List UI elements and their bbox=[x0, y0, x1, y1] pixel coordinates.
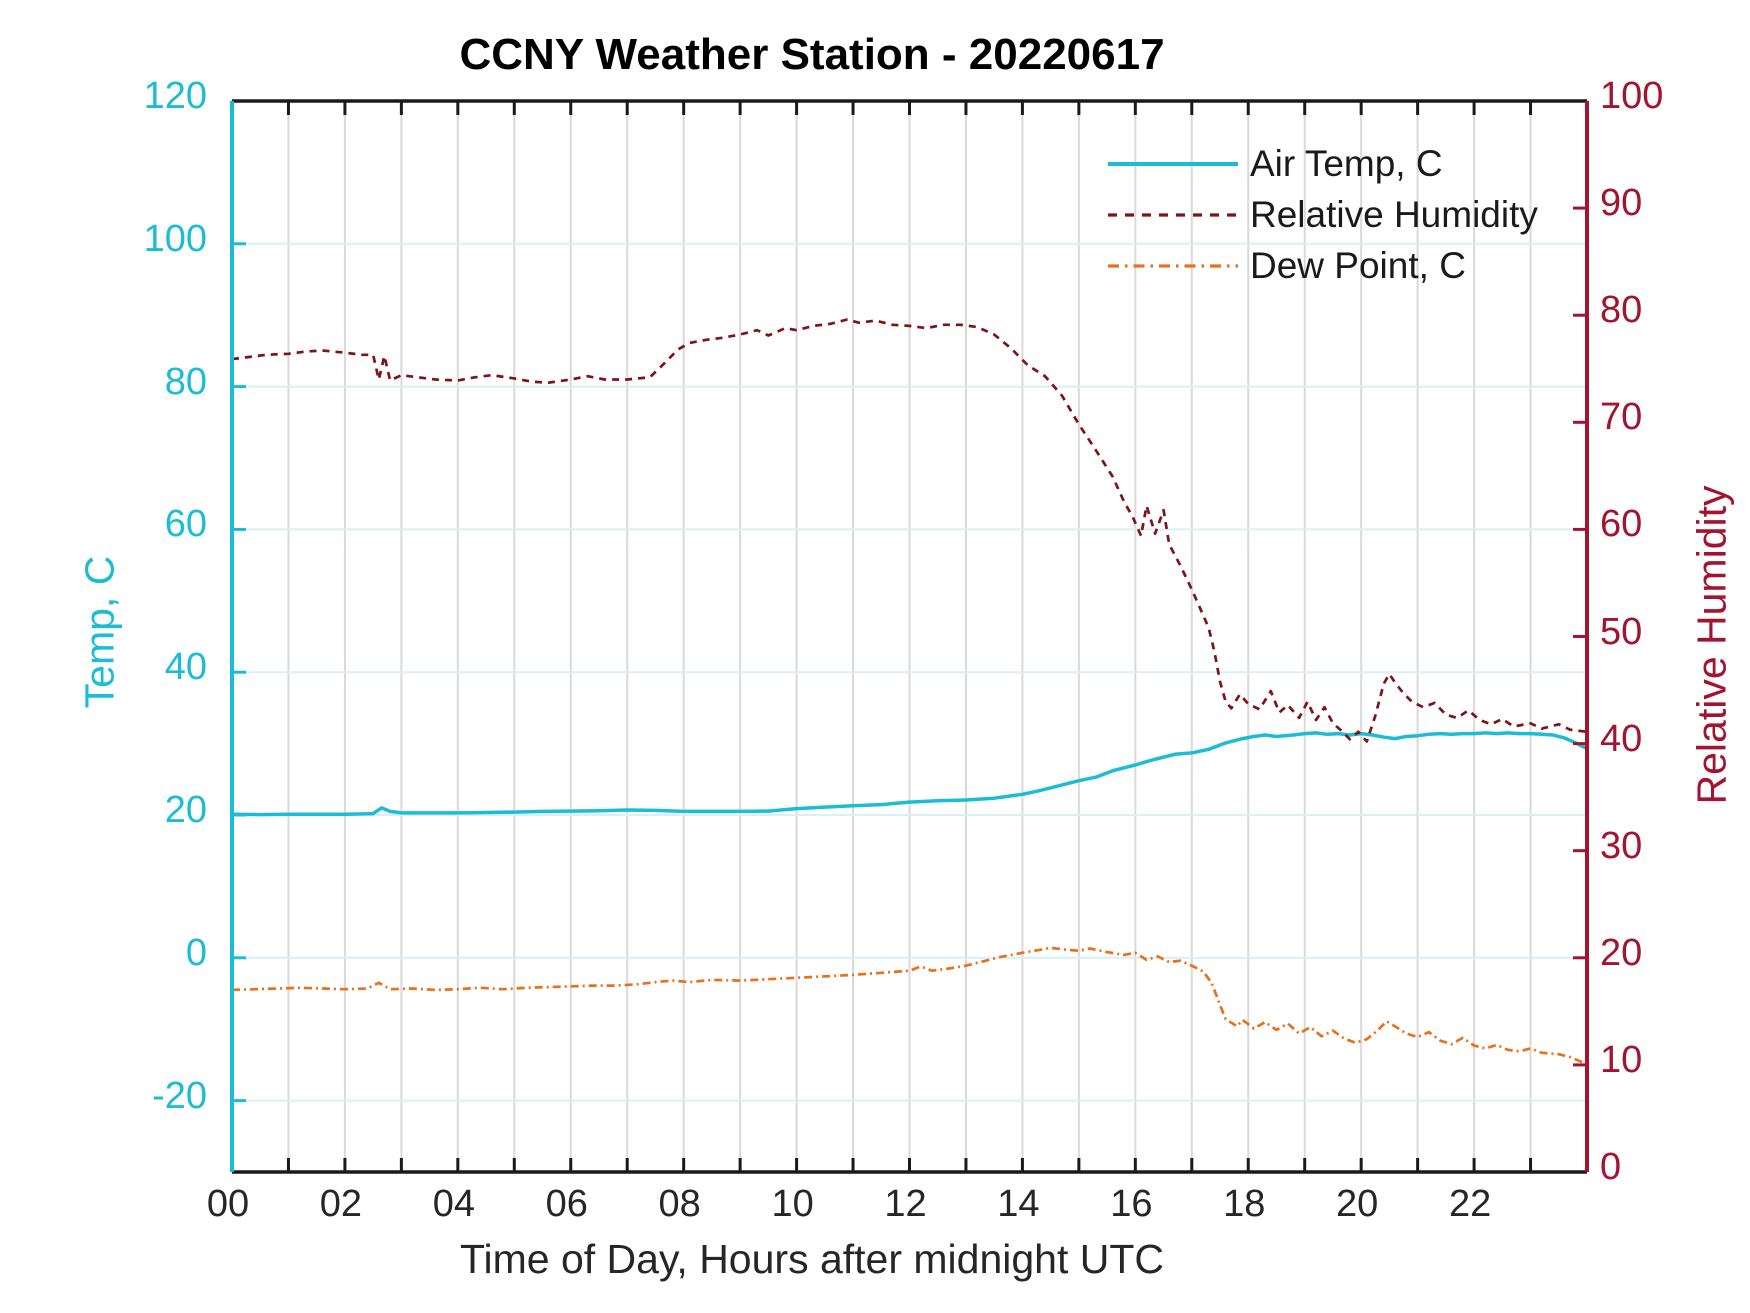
x-tick-label: 14 bbox=[997, 1183, 1040, 1225]
left-tick-label: -20 bbox=[152, 1074, 207, 1117]
right-tick-label: 30 bbox=[1600, 824, 1643, 867]
x-tick-label: 02 bbox=[319, 1183, 363, 1225]
left-tick-label: 40 bbox=[164, 646, 207, 689]
x-tick-label: 12 bbox=[884, 1183, 927, 1225]
series-air-temp-c bbox=[231, 731, 1588, 817]
x-tick-label: 22 bbox=[1448, 1183, 1492, 1225]
legend-label-relative-humidity: Relative Humidity bbox=[1250, 193, 1538, 235]
legend: Air Temp, C Relative Humidity Dew Point,… bbox=[1108, 138, 1538, 291]
right-tick-label: 10 bbox=[1600, 1038, 1643, 1081]
right-tick-label: 20 bbox=[1600, 931, 1643, 974]
right-tick-label: 0 bbox=[1600, 1146, 1622, 1188]
x-tick-label: 04 bbox=[432, 1183, 475, 1225]
left-tick-label: 100 bbox=[143, 217, 207, 260]
x-tick-label: 20 bbox=[1336, 1183, 1379, 1225]
right-tick-label: 100 bbox=[1600, 75, 1664, 117]
series-dew-point-c bbox=[231, 946, 1588, 1066]
x-tick-label: 16 bbox=[1110, 1183, 1153, 1225]
right-tick-label: 70 bbox=[1600, 396, 1643, 439]
right-tick-label: 80 bbox=[1600, 289, 1643, 332]
left-tick-label: 0 bbox=[185, 931, 207, 974]
legend-line-relative-humidity bbox=[1108, 212, 1238, 217]
right-tick-label: 40 bbox=[1600, 717, 1643, 760]
x-axis-label: Time of Day, Hours after midnight UTC bbox=[459, 1236, 1165, 1282]
legend-line-dew-point bbox=[1108, 263, 1238, 268]
left-tick-label: 20 bbox=[164, 789, 207, 831]
x-tick-label: 10 bbox=[771, 1183, 814, 1225]
legend-line-air-temp bbox=[1108, 161, 1238, 166]
x-tick-label: 00 bbox=[206, 1183, 250, 1225]
legend-item-relative-humidity: Relative Humidity bbox=[1108, 189, 1538, 240]
legend-label-air-temp: Air Temp, C bbox=[1250, 142, 1443, 184]
chart-title: CCNY Weather Station - 20220617 bbox=[459, 30, 1165, 79]
legend-item-dew-point: Dew Point, C bbox=[1108, 240, 1538, 291]
legend-label-dew-point: Dew Point, C bbox=[1250, 244, 1466, 286]
left-tick-label: 120 bbox=[143, 75, 207, 117]
left-tick-label: 60 bbox=[164, 503, 207, 546]
right-tick-label: 90 bbox=[1600, 182, 1643, 225]
x-tick-label: 06 bbox=[545, 1183, 588, 1225]
right-tick-label: 60 bbox=[1600, 503, 1643, 546]
plot-area bbox=[230, 99, 1589, 1174]
right-tick-label: 50 bbox=[1600, 610, 1643, 653]
x-tick-label: 18 bbox=[1223, 1183, 1266, 1225]
left-tick-label: 80 bbox=[164, 360, 207, 403]
series-relative-humidity bbox=[231, 318, 1588, 743]
x-tick-label: 08 bbox=[658, 1183, 701, 1225]
legend-item-air-temp: Air Temp, C bbox=[1108, 138, 1538, 189]
